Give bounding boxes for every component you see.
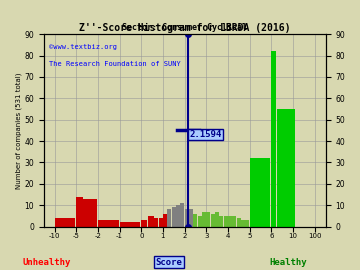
Bar: [154, 218, 158, 227]
Bar: [185, 210, 189, 227]
Bar: [228, 216, 232, 227]
Bar: [163, 214, 167, 227]
Bar: [271, 51, 276, 227]
Title: Z''-Score Histogram for LBRDA (2016): Z''-Score Histogram for LBRDA (2016): [79, 23, 291, 33]
Text: Healthy: Healthy: [269, 258, 307, 266]
Bar: [84, 199, 97, 227]
Bar: [148, 216, 154, 227]
Text: Score: Score: [156, 258, 183, 266]
Text: The Research Foundation of SUNY: The Research Foundation of SUNY: [49, 61, 181, 67]
Text: ©www.textbiz.org: ©www.textbiz.org: [49, 44, 117, 50]
Bar: [215, 212, 219, 227]
Bar: [206, 212, 211, 227]
Y-axis label: Number of companies (531 total): Number of companies (531 total): [15, 72, 22, 189]
Bar: [172, 207, 176, 227]
Bar: [202, 212, 206, 227]
Bar: [55, 218, 75, 227]
Bar: [250, 158, 270, 227]
Bar: [120, 222, 140, 227]
Bar: [193, 214, 197, 227]
Bar: [141, 220, 148, 227]
Bar: [211, 214, 215, 227]
Bar: [241, 220, 249, 227]
Text: Unhealthy: Unhealthy: [23, 258, 71, 266]
Bar: [232, 216, 237, 227]
Bar: [176, 205, 180, 227]
Bar: [198, 216, 202, 227]
Bar: [224, 216, 228, 227]
Bar: [167, 210, 171, 227]
Text: Sector: Consumer Cyclical: Sector: Consumer Cyclical: [122, 23, 247, 32]
Bar: [98, 220, 118, 227]
Bar: [277, 109, 295, 227]
Bar: [219, 216, 224, 227]
Bar: [159, 218, 163, 227]
Bar: [189, 210, 193, 227]
Text: 2.1594: 2.1594: [190, 130, 222, 139]
Bar: [180, 203, 184, 227]
Bar: [237, 218, 241, 227]
Bar: [76, 197, 83, 227]
